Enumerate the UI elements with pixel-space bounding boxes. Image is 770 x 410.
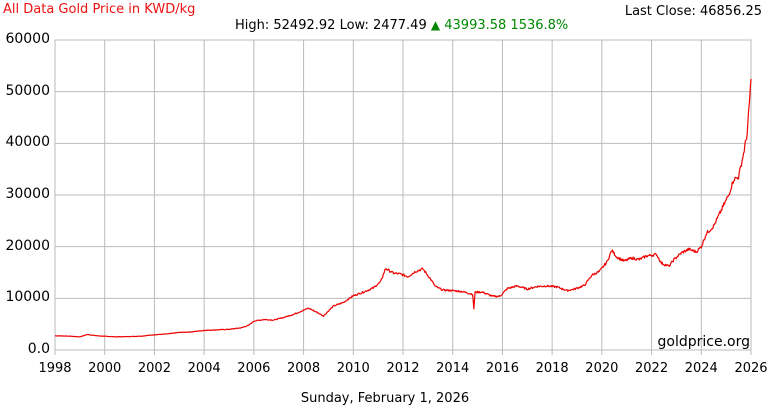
x-tick-label: 2008: [287, 361, 321, 376]
x-tick-label: 2026: [734, 361, 768, 376]
y-tick-label: 30000: [5, 186, 50, 202]
x-tick-label: 2000: [88, 361, 122, 376]
high-value: High: 52492.92: [235, 18, 336, 33]
x-tick-label: 2020: [585, 361, 619, 376]
change-percent: 1536.8%: [510, 18, 569, 33]
plot-frame: [54, 39, 752, 351]
x-tick-label: 2002: [137, 361, 171, 376]
last-close: Last Close: 46856.25: [624, 4, 762, 19]
x-tick-label: 2004: [187, 361, 221, 376]
y-tick-label: 60000: [5, 31, 50, 47]
y-tick-label: 10000: [5, 289, 50, 306]
chart-title: All Data Gold Price in KWD/kg: [3, 2, 196, 17]
y-tick-label: 20000: [5, 237, 50, 254]
up-triangle-icon: ▲: [430, 18, 441, 32]
x-tick-label: 2018: [535, 361, 569, 376]
chart-date: Sunday, February 1, 2026: [300, 391, 470, 406]
x-tick-label: 2022: [635, 361, 669, 376]
x-tick-label: 2010: [336, 361, 370, 376]
x-tick-label: 2016: [485, 361, 519, 376]
y-tick-label: 50000: [5, 82, 50, 99]
low-value: Low: 2477.49: [339, 18, 427, 33]
y-tick-label: 40000: [5, 134, 50, 151]
price-stats: High: 52492.92 Low: 2477.49 ▲ 43993.58 1…: [235, 18, 568, 33]
y-tick-label: 0.0: [27, 341, 50, 357]
x-tick-label: 2006: [237, 361, 271, 376]
price-line: [54, 78, 752, 338]
x-tick-label: 2024: [684, 361, 718, 376]
change-value: 43993.58: [444, 18, 507, 33]
x-tick-label: 1998: [38, 361, 72, 376]
watermark: goldprice.org: [657, 334, 750, 350]
grid-lines: [54, 39, 752, 355]
x-tick-label: 2014: [436, 361, 470, 376]
x-tick-label: 2012: [386, 361, 420, 376]
